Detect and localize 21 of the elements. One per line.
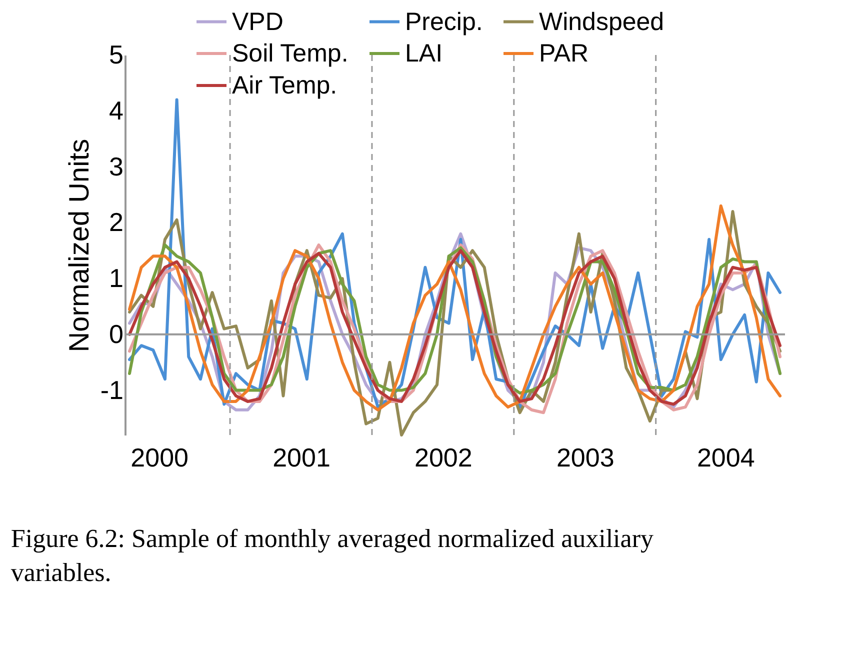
y-tick-label: -1: [100, 374, 124, 405]
y-tick-label: 4: [109, 95, 124, 126]
x-tick-label: 2001: [272, 442, 330, 472]
y-tick-label: 5: [109, 40, 124, 70]
y-tick-label: 1: [109, 263, 124, 294]
legend-label: Soil Temp.: [232, 40, 348, 68]
x-tick-label: 2002: [414, 442, 472, 472]
y-tick-label: 2: [109, 207, 124, 238]
y-axis-title: Normalized Units: [63, 138, 94, 352]
y-tick-label: 0: [109, 318, 124, 349]
x-tick-label: 2000: [130, 442, 188, 472]
y-tick-label: 3: [109, 151, 124, 182]
caption: Figure 6.2: Sample of monthly averaged normalized auxiliary variables.: [10, 524, 654, 587]
x-tick-label: 2003: [556, 442, 614, 472]
legend-label: VPD: [232, 8, 284, 36]
legend-label: PAR: [539, 40, 589, 68]
legend-label: Precip.: [405, 8, 483, 36]
x-tick-label: 2004: [696, 442, 755, 472]
legend-label: LAI: [405, 40, 443, 68]
legend-label: Windspeed: [539, 8, 664, 36]
legend-label: Air Temp.: [232, 72, 338, 100]
